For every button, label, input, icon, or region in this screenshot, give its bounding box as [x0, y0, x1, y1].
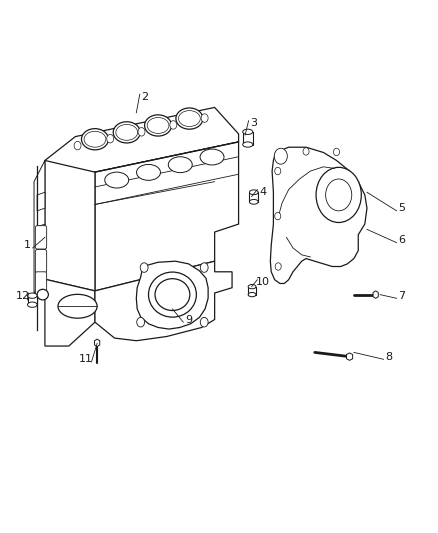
- Ellipse shape: [105, 172, 129, 188]
- Circle shape: [137, 317, 145, 327]
- Polygon shape: [136, 261, 208, 329]
- Circle shape: [303, 148, 309, 155]
- Circle shape: [140, 263, 148, 272]
- Ellipse shape: [248, 293, 256, 297]
- Ellipse shape: [248, 285, 256, 289]
- Circle shape: [170, 120, 177, 129]
- Polygon shape: [37, 224, 45, 243]
- Text: 4: 4: [259, 187, 266, 197]
- Ellipse shape: [148, 272, 196, 317]
- Polygon shape: [28, 296, 37, 305]
- Ellipse shape: [116, 124, 138, 140]
- Ellipse shape: [147, 117, 169, 133]
- Ellipse shape: [37, 289, 48, 300]
- FancyBboxPatch shape: [35, 225, 47, 249]
- Ellipse shape: [84, 131, 106, 147]
- Circle shape: [316, 167, 361, 222]
- Polygon shape: [373, 291, 378, 298]
- Text: 11: 11: [79, 354, 93, 364]
- Ellipse shape: [28, 293, 37, 298]
- Polygon shape: [45, 108, 239, 172]
- Text: 5: 5: [398, 203, 405, 213]
- Ellipse shape: [200, 149, 224, 165]
- Polygon shape: [95, 339, 100, 346]
- Ellipse shape: [81, 128, 109, 150]
- Text: 8: 8: [385, 352, 392, 361]
- Ellipse shape: [145, 115, 172, 136]
- Polygon shape: [95, 142, 239, 291]
- Polygon shape: [45, 160, 95, 291]
- Circle shape: [325, 179, 352, 211]
- Circle shape: [74, 141, 81, 150]
- Text: 10: 10: [255, 277, 269, 287]
- Ellipse shape: [179, 111, 200, 126]
- Polygon shape: [95, 261, 232, 341]
- Circle shape: [200, 317, 208, 327]
- Circle shape: [275, 263, 281, 270]
- Circle shape: [275, 167, 281, 175]
- Text: 9: 9: [185, 314, 192, 325]
- Text: 12: 12: [16, 290, 30, 301]
- Polygon shape: [34, 160, 45, 293]
- FancyBboxPatch shape: [35, 249, 47, 273]
- Circle shape: [333, 148, 339, 156]
- Ellipse shape: [137, 165, 160, 180]
- Ellipse shape: [243, 142, 253, 147]
- Circle shape: [107, 134, 114, 143]
- Circle shape: [138, 127, 145, 136]
- Ellipse shape: [176, 108, 203, 129]
- Polygon shape: [270, 147, 367, 284]
- Ellipse shape: [168, 157, 192, 173]
- Ellipse shape: [243, 129, 253, 134]
- Text: 3: 3: [251, 118, 257, 128]
- Ellipse shape: [113, 122, 140, 143]
- Ellipse shape: [58, 294, 97, 318]
- Text: 2: 2: [141, 92, 148, 102]
- Ellipse shape: [28, 302, 37, 308]
- Ellipse shape: [155, 279, 190, 311]
- Polygon shape: [45, 279, 95, 346]
- Ellipse shape: [250, 199, 258, 204]
- Text: 1: 1: [24, 240, 31, 251]
- Text: 6: 6: [398, 235, 405, 245]
- Circle shape: [201, 114, 208, 122]
- Polygon shape: [250, 192, 258, 202]
- Circle shape: [275, 213, 281, 220]
- Circle shape: [274, 148, 287, 164]
- Polygon shape: [346, 353, 353, 360]
- Text: 7: 7: [398, 290, 405, 301]
- Ellipse shape: [250, 190, 258, 195]
- Polygon shape: [248, 287, 256, 295]
- FancyBboxPatch shape: [35, 272, 47, 295]
- Polygon shape: [37, 256, 45, 274]
- Polygon shape: [243, 132, 253, 144]
- Polygon shape: [37, 192, 45, 211]
- Circle shape: [200, 263, 208, 272]
